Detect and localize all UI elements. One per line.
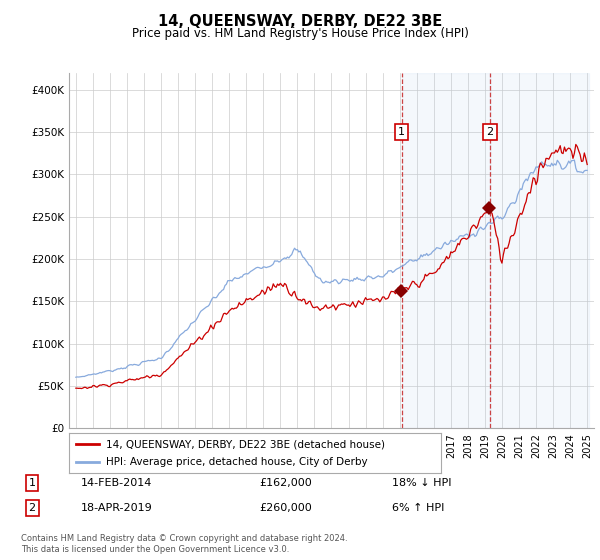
Bar (490, 73, 589, 428)
Text: 1: 1 (398, 127, 405, 137)
Text: 1: 1 (29, 478, 35, 488)
Text: 2: 2 (29, 503, 36, 513)
Text: 18% ↓ HPI: 18% ↓ HPI (392, 478, 452, 488)
Bar (402, 73, 490, 428)
Text: £260,000: £260,000 (260, 503, 313, 513)
Text: 14-FEB-2014: 14-FEB-2014 (81, 478, 152, 488)
Text: 18-APR-2019: 18-APR-2019 (81, 503, 153, 513)
Text: 14, QUEENSWAY, DERBY, DE22 3BE (detached house): 14, QUEENSWAY, DERBY, DE22 3BE (detached… (106, 439, 385, 449)
Text: £162,000: £162,000 (260, 478, 313, 488)
Text: HPI: Average price, detached house, City of Derby: HPI: Average price, detached house, City… (106, 457, 368, 467)
Text: 2: 2 (486, 127, 493, 137)
Text: 14, QUEENSWAY, DERBY, DE22 3BE: 14, QUEENSWAY, DERBY, DE22 3BE (158, 14, 442, 29)
Text: Contains HM Land Registry data © Crown copyright and database right 2024.
This d: Contains HM Land Registry data © Crown c… (21, 534, 347, 554)
Text: Price paid vs. HM Land Registry's House Price Index (HPI): Price paid vs. HM Land Registry's House … (131, 27, 469, 40)
Text: 6% ↑ HPI: 6% ↑ HPI (392, 503, 445, 513)
